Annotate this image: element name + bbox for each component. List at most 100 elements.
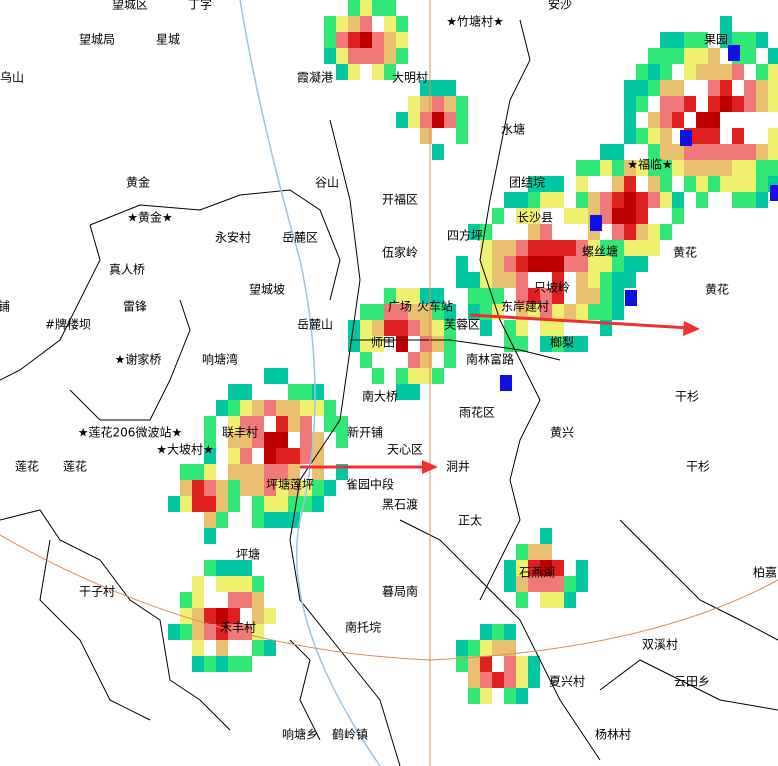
echo-cell: [504, 672, 516, 688]
echo-cell: [648, 112, 660, 128]
echo-cell: [612, 224, 624, 240]
echo-cell: [576, 288, 588, 304]
echo-cell: [672, 32, 684, 48]
echo-cell: [672, 96, 684, 112]
echo-cell: [396, 288, 408, 304]
echo-cell: [384, 0, 396, 16]
echo-cell: [624, 192, 636, 208]
echo-cell: [192, 480, 204, 496]
echo-cell: [420, 368, 432, 384]
place-label: 只坡岭: [534, 281, 570, 295]
echo-cell: [480, 656, 492, 672]
echo-cell: [708, 160, 720, 176]
place-label: 星城: [156, 33, 180, 47]
echo-cell: [372, 32, 384, 48]
echo-cell: [732, 96, 744, 112]
echo-cell: [648, 240, 660, 256]
echo-cell: [540, 304, 552, 320]
echo-cell: [588, 240, 600, 256]
echo-cell: [648, 64, 660, 80]
echo-cell: [528, 672, 540, 688]
place-label: 望城局: [79, 33, 115, 47]
echo-cell: [468, 688, 480, 704]
place-label: 螺丝塘: [582, 244, 618, 259]
echo-cell: [612, 144, 624, 160]
echo-cell: [192, 496, 204, 512]
echo-cell: [720, 16, 732, 32]
echo-cell: [204, 560, 216, 576]
place-label: ★竹塘村★: [446, 14, 504, 29]
echo-cell: [396, 48, 408, 64]
echo-cell: [504, 192, 516, 208]
echo-cell: [348, 320, 360, 336]
place-label: 岳麓区: [282, 231, 318, 245]
echo-cell: [288, 496, 300, 512]
echo-cell: [744, 48, 756, 64]
echo-cell: [372, 64, 384, 80]
echo-cell: [588, 304, 600, 320]
place-label: 团结垸: [509, 176, 545, 190]
echo-cell: [756, 32, 768, 48]
echo-cell: [528, 656, 540, 672]
echo-cell: [768, 48, 778, 64]
echo-cell: [228, 608, 240, 624]
echo-cell: [276, 512, 288, 528]
echo-cell: [720, 64, 732, 80]
echo-cell: [336, 16, 348, 32]
echo-cell: [300, 416, 312, 432]
echo-cell: [216, 576, 228, 592]
echo-cell: [192, 608, 204, 624]
echo-cell: [432, 368, 444, 384]
echo-cell: [576, 560, 588, 576]
echo-cell: [432, 112, 444, 128]
echo-cell: [432, 304, 444, 320]
echo-cell: [708, 176, 720, 192]
echo-cell: [204, 624, 216, 640]
place-label: 莲花: [15, 459, 39, 474]
echo-cell: [540, 544, 552, 560]
echo-cell: [552, 288, 564, 304]
echo-cell: [360, 48, 372, 64]
echo-cell: [612, 192, 624, 208]
echo-cell: [252, 496, 264, 512]
echo-cell: [456, 112, 468, 128]
echo-cell: [648, 192, 660, 208]
echo-cell: [768, 160, 778, 176]
echo-cell: [516, 544, 528, 560]
place-label: 师田: [371, 336, 395, 350]
echo-cell: [264, 496, 276, 512]
place-label: 鹤岭镇: [332, 727, 368, 742]
echo-cell: [264, 512, 276, 528]
echo-cell: [552, 560, 564, 576]
echo-cell: [528, 192, 540, 208]
echo-cell: [564, 256, 576, 272]
echo-cell: [744, 176, 756, 192]
echo-cell: [504, 256, 516, 272]
place-label: 黄花: [705, 282, 729, 297]
place-label: 干杉: [675, 390, 699, 404]
echo-cell: [624, 208, 636, 224]
place-label: 岳麓山: [297, 318, 333, 332]
echo-cell: [264, 480, 276, 496]
echo-cell: [276, 464, 288, 480]
echo-cell: [660, 192, 672, 208]
echo-cell: [540, 560, 552, 576]
echo-cell: [360, 0, 372, 16]
place-label: 正太: [458, 513, 482, 528]
echo-cell: [492, 640, 504, 656]
echo-cell: [180, 496, 192, 512]
echo-cell: [228, 448, 240, 464]
echo-cell: [708, 128, 720, 144]
echo-cell: [756, 176, 768, 192]
place-label: 天心区: [387, 443, 423, 457]
echo-cell: [348, 16, 360, 32]
echo-cell: [324, 400, 336, 416]
echo-cell: [516, 688, 528, 704]
place-label: 东岸建村: [501, 300, 549, 314]
echo-cell: [528, 304, 540, 320]
place-label: 坪塘: [236, 547, 260, 562]
place-label: 丁字: [188, 0, 212, 12]
echo-cell: [216, 624, 228, 640]
echo-cell: [648, 128, 660, 144]
echo-cell: [600, 288, 612, 304]
